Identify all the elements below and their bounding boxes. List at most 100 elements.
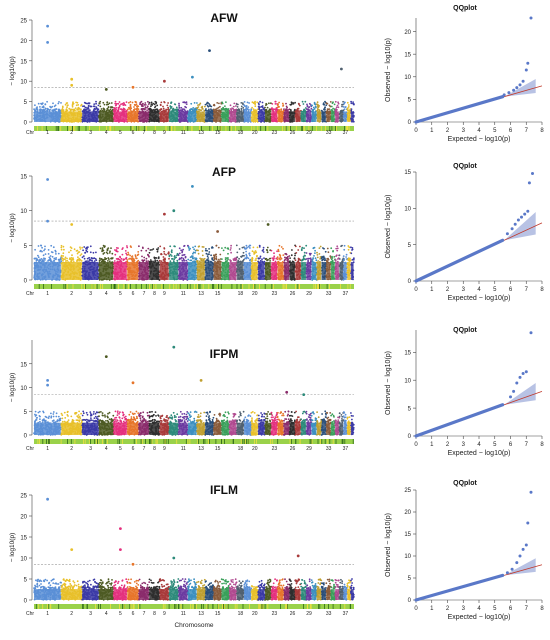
snp-point [264,106,266,109]
snp-point [230,244,233,247]
snp-point [259,255,262,258]
snp-point [52,246,55,249]
snp-point [108,260,111,263]
snp-point [235,105,237,107]
peak-snp-point [46,41,49,44]
snp-density-band [82,261,99,280]
chromosome-density-mark [73,126,74,131]
snp-point [135,257,138,260]
snp-point [95,107,98,110]
peak-snp-point [163,79,166,83]
snp-point [48,256,51,259]
chromosome-density-mark [285,126,287,131]
snp-point [81,256,84,259]
snp-point [194,251,197,254]
chromosome-density-mark [335,126,336,131]
snp-density-band [149,111,160,122]
snp-density-band [196,111,205,122]
snp-point [201,246,204,248]
snp-point [236,256,239,259]
snp-point [341,103,343,106]
snp-point [64,103,67,106]
snp-point [199,257,202,260]
snp-point [225,108,228,111]
snp-point [70,247,73,250]
chromosome-density-mark [303,126,305,131]
snp-point [142,108,145,110]
snp-point [107,103,110,106]
snp-point [114,100,117,103]
snp-point [51,251,54,254]
snp-point [170,107,173,109]
snp-density-band [258,261,265,280]
snp-point [86,102,88,105]
snp-point [52,102,54,105]
snp-point [235,257,237,260]
snp-point [95,100,97,103]
snp-point [249,254,251,257]
x-tick-label: 4 [477,128,481,134]
snp-point [261,258,263,261]
snp-point [187,258,190,261]
snp-point [86,108,88,111]
snp-point [211,109,213,112]
snp-point [302,103,305,105]
snp-point [41,246,43,249]
snp-point [313,108,316,110]
snp-point [117,257,120,260]
chromosome-density-mark [302,126,303,131]
x-tick-label: 1 [430,128,434,134]
snp-point [42,254,45,257]
snp-point [225,101,227,103]
snp-point [143,256,146,259]
snp-point [235,244,238,247]
snp-point [52,260,55,262]
snp-density-band [326,111,331,122]
snp-point [208,103,211,105]
snp-point [153,256,156,259]
snp-point [245,244,248,247]
snp-point [44,107,47,110]
snp-point [215,256,218,258]
snp-point [163,250,166,253]
snp-point [95,259,98,262]
chromosome-label: 15 [215,130,221,136]
snp-density-band [277,111,284,122]
snp-point [162,259,165,261]
snp-point [174,103,177,106]
snp-point [71,254,73,257]
snp-density-band [113,261,127,280]
snp-point [325,104,328,107]
snp-point [83,246,86,248]
chromosome-density-mark [169,126,171,131]
chromosome-density-mark [320,126,322,131]
snp-density-band [127,261,139,280]
chromosome-density-mark [74,126,76,131]
snp-point [344,101,346,104]
snp-point [176,254,178,257]
snp-point [260,105,263,108]
snp-point [128,107,131,109]
snp-point [69,109,72,112]
chromosome-label: 26 [290,130,296,136]
snp-point [203,257,206,260]
snp-point [217,246,220,249]
snp-point [86,257,89,260]
snp-point [352,103,355,105]
snp-point [326,108,329,110]
snp-point [69,249,72,252]
snp-density-band [98,111,114,122]
snp-point [62,255,65,257]
chromosome-density-mark [230,126,232,131]
snp-point [73,248,76,251]
snp-density-band [289,111,295,122]
snp-point [265,104,267,106]
snp-density-band [196,261,205,280]
y-tick-label: 0 [24,279,28,285]
chromosome-density-mark [113,126,115,131]
snp-point [160,253,163,256]
snp-point [248,109,250,111]
snp-point [168,257,170,260]
plot-title: AFP [212,165,236,179]
snp-point [332,101,334,104]
